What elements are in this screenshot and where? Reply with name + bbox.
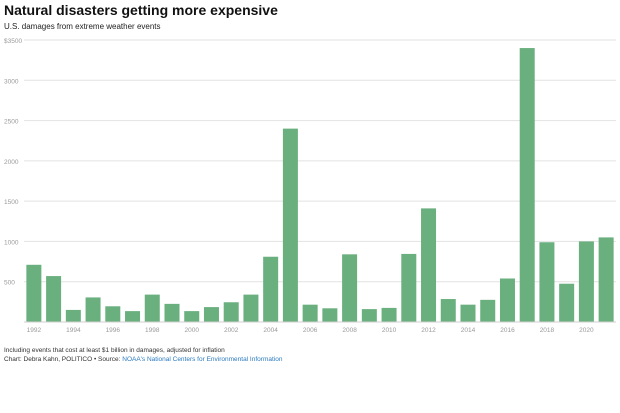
x-tick-label: 2016 (500, 327, 515, 334)
bar (480, 299, 496, 322)
bar (421, 208, 437, 322)
bar (381, 307, 397, 322)
x-tick-label: 1996 (106, 327, 121, 334)
y-tick-label: 2500 (4, 119, 19, 126)
source-link[interactable]: NOAA's National Centers for Environmenta… (122, 356, 283, 363)
bar (302, 304, 318, 322)
bar (440, 299, 456, 322)
chart-subtitle: U.S. damages from extreme weather events (4, 22, 161, 31)
bar (26, 264, 42, 322)
chart-title: Natural disasters getting more expensive (4, 2, 278, 18)
credit-text: Chart: Debra Kahn, POLITICO • Source: (4, 356, 123, 363)
x-tick-label: 2014 (461, 327, 476, 334)
bar (539, 242, 555, 322)
bar (559, 283, 575, 322)
bar (322, 308, 338, 322)
x-tick-label: 2010 (382, 327, 397, 334)
x-tick-label: 2006 (303, 327, 318, 334)
chart-notes: Including events that cost at least $1 b… (4, 346, 282, 364)
bar (223, 302, 239, 322)
bar (263, 256, 279, 322)
x-tick-label: 2018 (540, 327, 555, 334)
bar (184, 311, 200, 322)
bar (361, 309, 377, 322)
bar (46, 276, 62, 322)
x-tick-label: 2004 (263, 327, 278, 334)
bar (578, 241, 594, 322)
bar (282, 128, 298, 322)
x-tick-label: 2000 (184, 327, 199, 334)
x-tick-label: 1992 (27, 327, 42, 334)
bar (401, 253, 417, 322)
bar (499, 278, 515, 322)
bar-chart: 500 1000 1500 2000 2500 3000 $3500 1992 1994 1996… (4, 38, 616, 334)
bar (460, 304, 476, 322)
x-tick-label: 2002 (224, 327, 239, 334)
footnote: Including events that cost at least $1 b… (4, 347, 225, 354)
bar (105, 306, 121, 322)
y-tick-label: $3500 (4, 38, 22, 45)
x-tick-label: 2008 (342, 327, 357, 334)
y-tick-label: 500 (4, 280, 15, 287)
bar (125, 311, 141, 322)
bar (243, 294, 259, 322)
bar (519, 48, 535, 323)
bar (144, 294, 160, 322)
y-tick-label: 1000 (4, 239, 19, 246)
bar (65, 309, 81, 322)
credit-line: Chart: Debra Kahn, POLITICO • Source: NO… (4, 355, 282, 364)
bar (164, 303, 180, 322)
y-tick-label: 3000 (4, 78, 19, 85)
y-tick-label: 2000 (4, 159, 19, 166)
bar (598, 237, 614, 322)
x-tick-label: 2012 (421, 327, 436, 334)
bar (342, 254, 358, 322)
bar (85, 297, 101, 322)
x-tick-label: 1998 (145, 327, 160, 334)
x-tick-label: 2020 (579, 327, 594, 334)
x-tick-label: 1994 (66, 327, 81, 334)
bar (203, 307, 219, 322)
y-tick-label: 1500 (4, 199, 19, 206)
